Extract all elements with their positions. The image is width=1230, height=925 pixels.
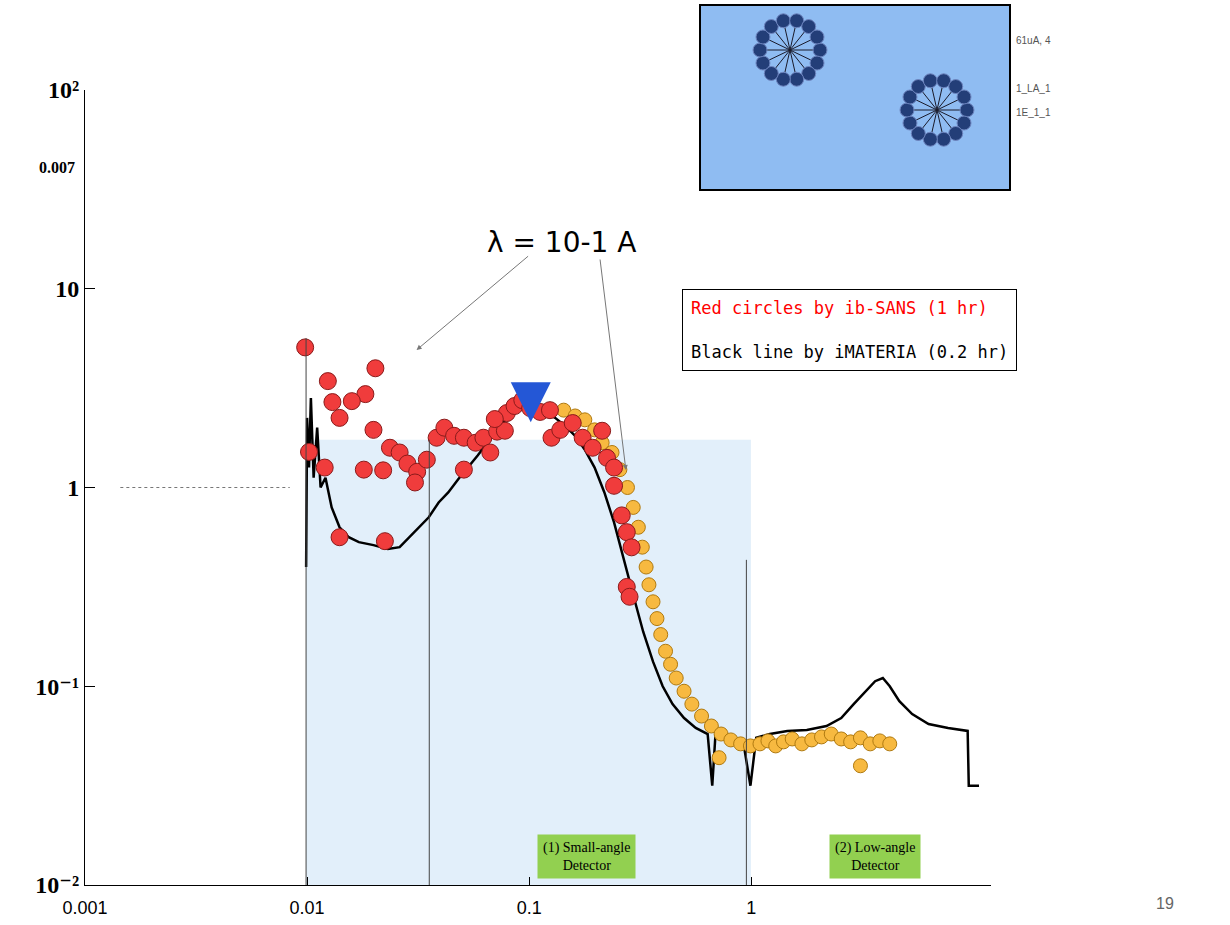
svg-text:1E_1_1: 1E_1_1 — [1016, 107, 1051, 118]
svg-text:1_LA_1: 1_LA_1 — [1016, 83, 1051, 94]
svg-text:0.007: 0.007 — [39, 159, 75, 176]
svg-text:10: 10 — [55, 276, 79, 302]
svg-text:10⁻¹: 10⁻¹ — [35, 674, 79, 700]
svg-text:61uA, 4: 61uA, 4 — [1016, 35, 1051, 46]
svg-text:1: 1 — [67, 475, 79, 501]
svg-text:10⁻²: 10⁻² — [35, 872, 79, 898]
svg-text:10²: 10² — [48, 77, 79, 103]
svg-text:Red circles by ib-SANS (1 hr)B: Red circles by ib-SANS (1 hr)Black line … — [691, 298, 1008, 362]
svg-text:1: 1 — [746, 898, 756, 918]
svg-text:λ = 10-1 A: λ = 10-1 A — [487, 226, 636, 259]
svg-text:(1) Small-angleDetector: (1) Small-angleDetector — [543, 840, 630, 873]
svg-text:(2) Low-angleDetector: (2) Low-angleDetector — [835, 840, 915, 873]
svg-text:0.01: 0.01 — [290, 898, 325, 918]
svg-text:0.1: 0.1 — [517, 898, 542, 918]
svg-text:0.001: 0.001 — [62, 898, 107, 918]
svg-text:19: 19 — [1156, 895, 1174, 912]
